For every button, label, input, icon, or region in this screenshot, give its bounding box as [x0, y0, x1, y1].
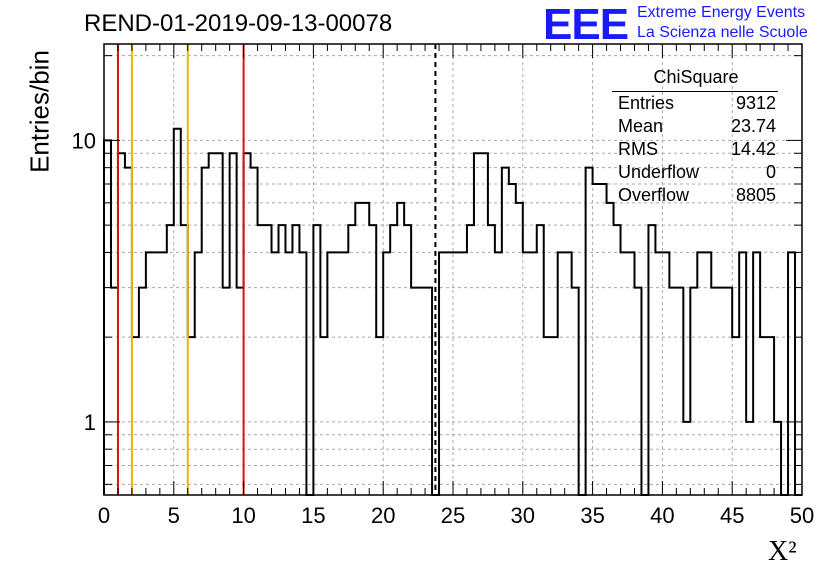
stat-value: 0 — [765, 162, 776, 182]
stat-name: Overflow — [618, 185, 690, 205]
stat-value: 23.74 — [730, 116, 776, 136]
axis-tick-labels: 0 5 10 15 20 25 30 35 40 45 50 1 10 — [72, 128, 815, 528]
stat-name: RMS — [618, 139, 658, 159]
stats-divider — [612, 91, 778, 92]
stat-row-overflow: Overflow 8805 — [618, 185, 776, 207]
stat-row-rms: RMS 14.42 — [618, 139, 776, 161]
axis-ticks — [103, 44, 803, 495]
stat-name: Mean — [618, 116, 664, 136]
logo-line-2: La Scienza nelle Scuole — [637, 24, 808, 41]
stat-name: Underflow — [618, 162, 700, 182]
y-tick-label: 1 — [84, 410, 96, 435]
x-tick-label: 50 — [790, 503, 814, 528]
stat-row-mean: Mean 23.74 — [618, 116, 776, 138]
histogram-outline — [103, 127, 802, 496]
stats-box: ChiSquare Entries 9312 Mean 23.74 RMS 14… — [612, 65, 780, 205]
x-axis-label: X² — [768, 536, 797, 567]
y-axis-label: Entries/bin — [24, 50, 55, 173]
stat-name: Entries — [618, 93, 675, 113]
eee-logo: EEE — [543, 0, 629, 49]
stat-value: 8805 — [735, 185, 776, 205]
y-tick-label: 10 — [72, 128, 96, 153]
histogram-bins — [103, 127, 802, 496]
x-tick-label: 40 — [650, 503, 674, 528]
x-tick-label: 45 — [720, 503, 744, 528]
chart-title: REND-01-2019-09-13-00078 — [84, 10, 393, 37]
x-tick-label: 20 — [371, 503, 395, 528]
stat-value: 14.42 — [730, 139, 776, 159]
x-tick-label: 15 — [301, 503, 325, 528]
x-tick-label: 35 — [580, 503, 604, 528]
logo-line-1: Extreme Energy Events — [637, 4, 806, 21]
stats-title: ChiSquare — [653, 67, 739, 87]
x-tick-label: 25 — [441, 503, 465, 528]
x-tick-label: 30 — [511, 503, 535, 528]
stat-value: 9312 — [735, 93, 776, 113]
x-tick-label: 0 — [98, 503, 110, 528]
reference-lines — [116, 44, 437, 495]
stat-row-underflow: Underflow 0 — [618, 162, 776, 184]
x-tick-label: 10 — [231, 503, 255, 528]
stat-row-entries: Entries 9312 — [618, 93, 776, 115]
x-tick-label: 5 — [168, 503, 180, 528]
